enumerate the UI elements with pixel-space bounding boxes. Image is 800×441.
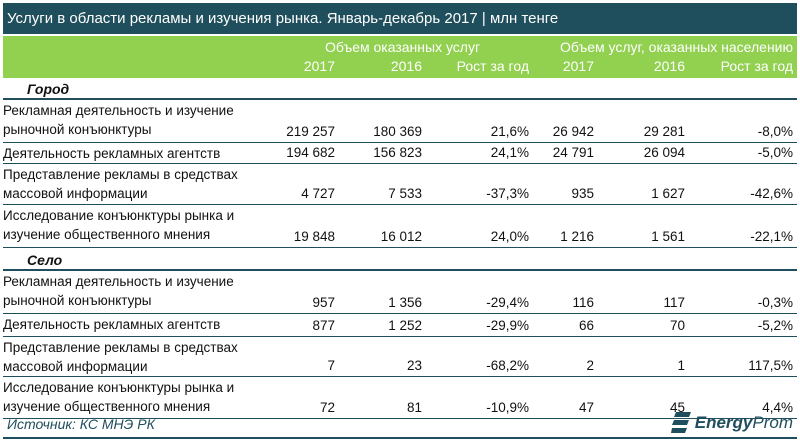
cell-value: -37,3% (486, 186, 529, 201)
energyprom-logo: EnergyProm (670, 412, 793, 434)
col-header: Рост за год (456, 58, 529, 74)
table-row: Деятельность рекламных агентств 194 682 15… (3, 143, 797, 164)
data-table: Город Рекламная деятельность и изучение р… (3, 80, 797, 419)
cell-value: 957 (312, 295, 335, 310)
cell-value: 1 (677, 358, 685, 373)
table-row: Рекламная деятельность и изучение рыночн… (3, 100, 797, 143)
cell-value: 935 (571, 186, 594, 201)
cell-value: 81 (406, 400, 422, 415)
cell-value: 47 (578, 400, 594, 415)
cell-value: 194 682 (286, 145, 335, 160)
table-row: Исследование конъюнктуры рынка и изучени… (3, 205, 797, 248)
row-name: Исследование конъюнктуры рынка и изучени… (3, 208, 235, 242)
row-name: Исследование конъюнктуры рынка и изучени… (3, 380, 235, 414)
cell-value: -8,0% (757, 124, 793, 139)
row-name: Представление рекламы в средствах массов… (3, 167, 238, 201)
cell-value: 24,0% (490, 229, 529, 244)
cell-value: -29,9% (486, 318, 529, 333)
table-row: Представление рекламы в средствах массов… (3, 164, 797, 205)
table-row: Исследование конъюнктуры рынка и изучени… (3, 377, 797, 419)
cell-value: -5,2% (757, 318, 793, 333)
cell-value: 23 (406, 358, 422, 373)
cell-value: 7 533 (388, 186, 422, 201)
table-row: Деятельность рекламных агентств 877 1 252 -… (3, 314, 797, 337)
cell-value: 70 (669, 318, 685, 333)
cell-value: -10,9% (486, 400, 529, 415)
cell-value: 219 257 (286, 124, 335, 139)
cell-value: 19 848 (293, 229, 335, 244)
cell-value: 1 252 (388, 318, 422, 333)
group-header-2: Объем услуг, оказанных населению (560, 39, 793, 55)
cell-value: 66 (578, 318, 594, 333)
row-name: Деятельность рекламных агентств (3, 146, 221, 161)
source-note: Источник: КС МНЭ РК (7, 416, 155, 432)
group-label: Село (3, 251, 797, 271)
col-header: Рост за год (720, 58, 793, 74)
row-name: Рекламная деятельность и изучение рыночн… (3, 274, 234, 308)
col-header: 2017 (562, 58, 594, 74)
col-header: 2016 (653, 58, 685, 74)
group-header-1: Объем оказанных услуг (325, 39, 481, 55)
cell-value: 117,5% (748, 358, 793, 373)
cell-value: 877 (312, 318, 335, 333)
cell-value: -22,1% (750, 229, 793, 244)
row-name: Деятельность рекламных агентств (3, 317, 221, 332)
cell-value: -5,0% (757, 145, 793, 160)
cell-value: 2 (586, 358, 594, 373)
cell-value: 1 627 (651, 186, 685, 201)
footer: Источник: КС МНЭ РК EnergyProm (3, 412, 797, 439)
cell-value: 21,6% (490, 124, 529, 139)
cell-value: -68,2% (486, 358, 529, 373)
row-name: Рекламная деятельность и изучение рыночн… (3, 103, 234, 137)
table-title: Услуги в области рекламы и изучения рынк… (3, 3, 797, 34)
cell-value: 1 561 (651, 229, 685, 244)
table-header: Объем оказанных услуг Объем услуг, оказа… (3, 36, 797, 78)
table-row: Представление рекламы в средствах массов… (3, 337, 797, 377)
cell-value: 117 (663, 295, 685, 310)
cell-value: 29 281 (643, 124, 685, 139)
logo-icon (670, 412, 691, 433)
cell-value: 26 942 (552, 124, 594, 139)
col-header: 2016 (390, 58, 422, 74)
cell-value: 1 356 (388, 295, 422, 310)
group-label: Город (3, 80, 797, 100)
cell-value: -0,3% (757, 295, 793, 310)
cell-value: -42,6% (750, 186, 793, 201)
cell-value: 4,4% (762, 400, 793, 415)
cell-value: 24 791 (552, 145, 594, 160)
cell-value: 26 094 (643, 145, 685, 160)
cell-value: 180 369 (373, 124, 422, 139)
row-name: Представление рекламы в средствах массов… (3, 340, 238, 374)
cell-value: -29,4% (486, 295, 529, 310)
cell-value: 116 (572, 295, 594, 310)
cell-value: 1 216 (560, 229, 594, 244)
cell-value: 156 823 (373, 145, 422, 160)
cell-value: 7 (327, 358, 335, 373)
cell-value: 72 (319, 400, 335, 415)
table-row: Рекламная деятельность и изучение рыночн… (3, 271, 797, 314)
cell-value: 16 012 (380, 229, 422, 244)
col-header: 2017 (303, 58, 335, 74)
cell-value: 4 727 (301, 186, 335, 201)
cell-value: 45 (669, 400, 685, 415)
cell-value: 24,1% (490, 145, 529, 160)
